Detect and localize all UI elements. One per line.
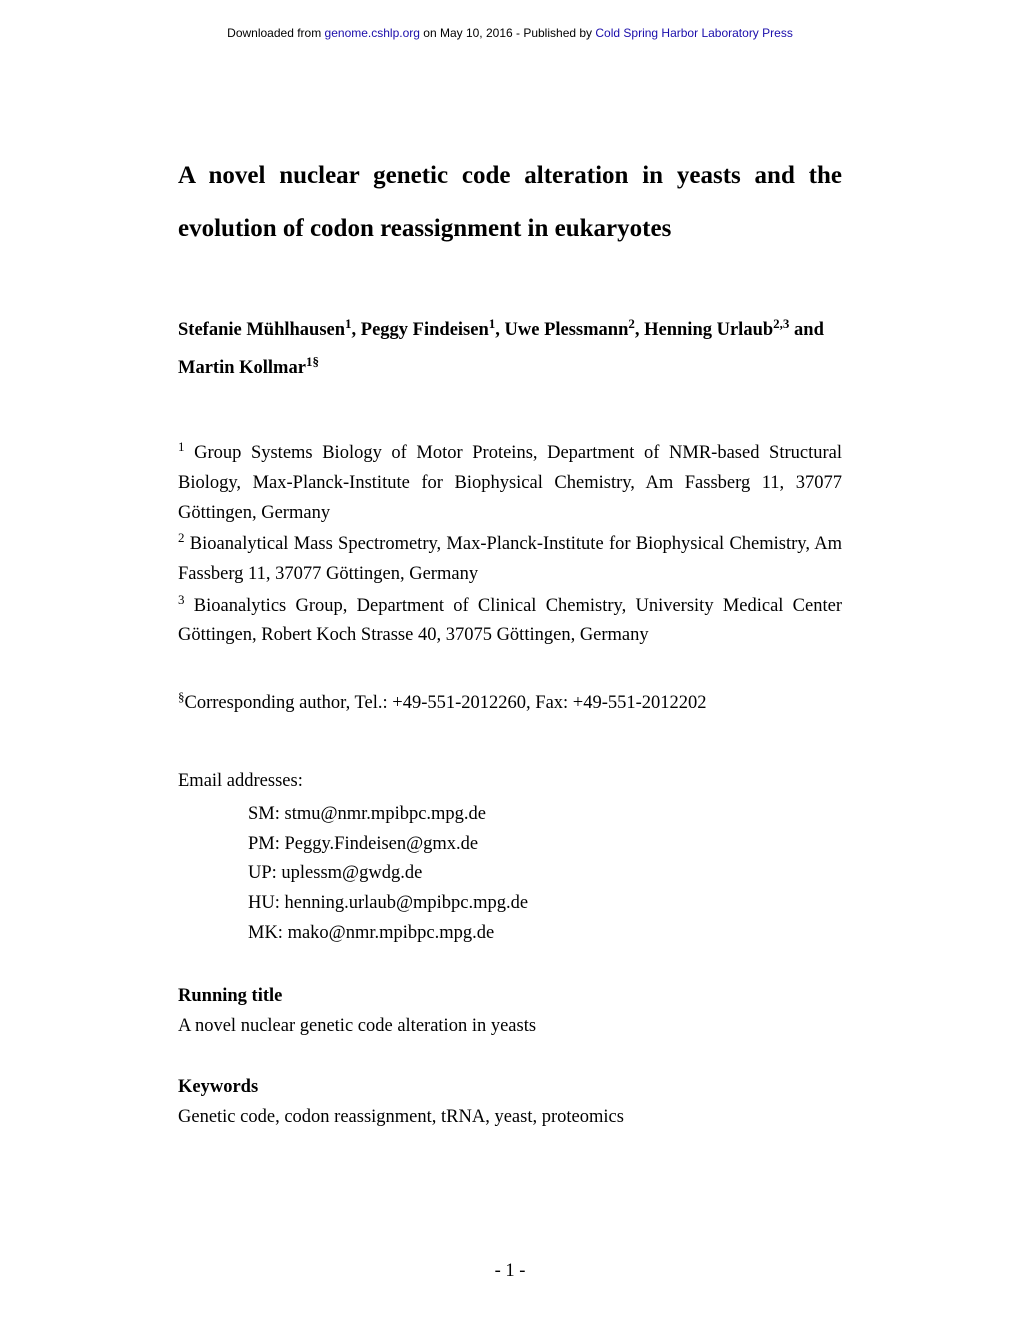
email-line: PM: Peggy.Findeisen@gmx.de	[248, 830, 842, 860]
affil-text: Bioanalytics Group, Department of Clinic…	[178, 596, 842, 646]
author-name: Martin Kollmar	[178, 358, 306, 378]
corresponding-text: Corresponding author, Tel.: +49-551-2012…	[185, 693, 707, 713]
email-line: UP: uplessm@gwdg.de	[248, 859, 842, 889]
emails-list: SM: stmu@nmr.mpibpc.mpg.de PM: Peggy.Fin…	[178, 800, 842, 948]
author-affil-sup: 1	[345, 316, 352, 331]
running-title-text: A novel nuclear genetic code alteration …	[178, 1012, 842, 1042]
affil-text: Group Systems Biology of Motor Proteins,…	[178, 443, 842, 522]
paper-title: A novel nuclear genetic code alteration …	[178, 150, 842, 255]
author-affil-sup: 2	[628, 316, 635, 331]
paper-content: A novel nuclear genetic code alteration …	[0, 40, 1020, 1133]
affiliation-line: 2 Bioanalytical Mass Spectrometry, Max-P…	[178, 528, 842, 589]
authors-block: Stefanie Mühlhausen1, Peggy Findeisen1, …	[178, 311, 842, 387]
affiliation-line: 3 Bioanalytics Group, Department of Clin…	[178, 590, 842, 651]
email-line: SM: stmu@nmr.mpibpc.mpg.de	[248, 800, 842, 830]
author-name: Peggy Findeisen	[361, 320, 489, 340]
affiliation-line: 1 Group Systems Biology of Motor Protein…	[178, 437, 842, 528]
email-line: HU: henning.urlaub@mpibpc.mpg.de	[248, 889, 842, 919]
corresponding-author: §Corresponding author, Tel.: +49-551-201…	[178, 687, 842, 719]
keywords-text: Genetic code, codon reassignment, tRNA, …	[178, 1103, 842, 1133]
author-name: Henning Urlaub	[644, 320, 773, 340]
author-name: Uwe Plessmann	[505, 320, 629, 340]
author-affil-sup: 1§	[306, 354, 319, 369]
author-connector: and	[794, 320, 824, 340]
emails-heading: Email addresses:	[178, 767, 842, 797]
header-prefix-text: Downloaded from	[227, 26, 324, 40]
publisher-link[interactable]: Cold Spring Harbor Laboratory Press	[595, 26, 792, 40]
author-name: Stefanie Mühlhausen	[178, 320, 345, 340]
running-title-label: Running title	[178, 982, 842, 1012]
page-number: - 1 -	[0, 1261, 1020, 1282]
header-middle-text: on May 10, 2016 - Published by	[420, 26, 595, 40]
affiliations-block: 1 Group Systems Biology of Motor Protein…	[178, 437, 842, 651]
keywords-label: Keywords	[178, 1073, 842, 1103]
genome-link[interactable]: genome.cshlp.org	[325, 26, 420, 40]
affil-text: Bioanalytical Mass Spectrometry, Max-Pla…	[178, 534, 842, 584]
download-header: Downloaded from genome.cshlp.org on May …	[0, 0, 1020, 40]
email-line: MK: mako@nmr.mpibpc.mpg.de	[248, 919, 842, 949]
author-affil-sup: 2,3	[773, 316, 789, 331]
author-affil-sup: 1	[489, 316, 496, 331]
